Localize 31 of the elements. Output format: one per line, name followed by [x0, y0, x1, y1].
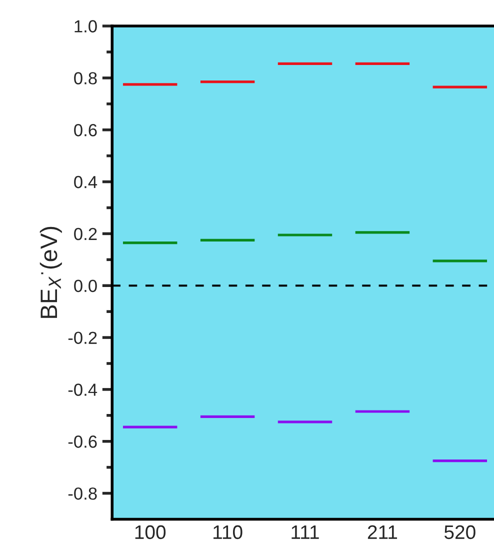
- bar: [355, 231, 410, 234]
- bar: [355, 62, 410, 65]
- y-tick-label: -0.8: [68, 487, 97, 500]
- y-tick-label: 0.2: [74, 228, 97, 240]
- bar: [200, 238, 255, 242]
- bar: [122, 426, 178, 428]
- bar: [200, 80, 255, 84]
- bar: [122, 83, 178, 86]
- bar: [355, 410, 410, 413]
- bar: [432, 260, 488, 262]
- y-tick-label: -0.2: [68, 332, 97, 344]
- bar: [200, 415, 255, 418]
- x-tick-label: 110: [214, 525, 242, 540]
- y-tick-label: -0.4: [68, 384, 98, 396]
- bar: [122, 241, 178, 244]
- y-tick-label: 0.0: [74, 280, 97, 292]
- x-tick-label: 520: [444, 525, 476, 540]
- bar: [432, 86, 488, 88]
- y-tick-label: -0.6: [68, 436, 97, 448]
- y-tick-label: 0.6: [74, 124, 97, 136]
- y-axis-title: BE$_{X}$$^{·}$(eV): [40, 226, 62, 318]
- bar: [432, 460, 488, 462]
- y-tick-label: 1.0: [74, 20, 97, 32]
- x-tick-label: 211: [368, 525, 398, 539]
- x-tick-label: 100: [135, 525, 166, 540]
- bar: [278, 420, 332, 424]
- y-tick-label: 0.4: [74, 176, 98, 188]
- bar: [278, 62, 332, 65]
- bar: [278, 234, 332, 236]
- y-tick-label: 0.8: [74, 72, 97, 84]
- x-tick-label: 111: [292, 526, 319, 539]
